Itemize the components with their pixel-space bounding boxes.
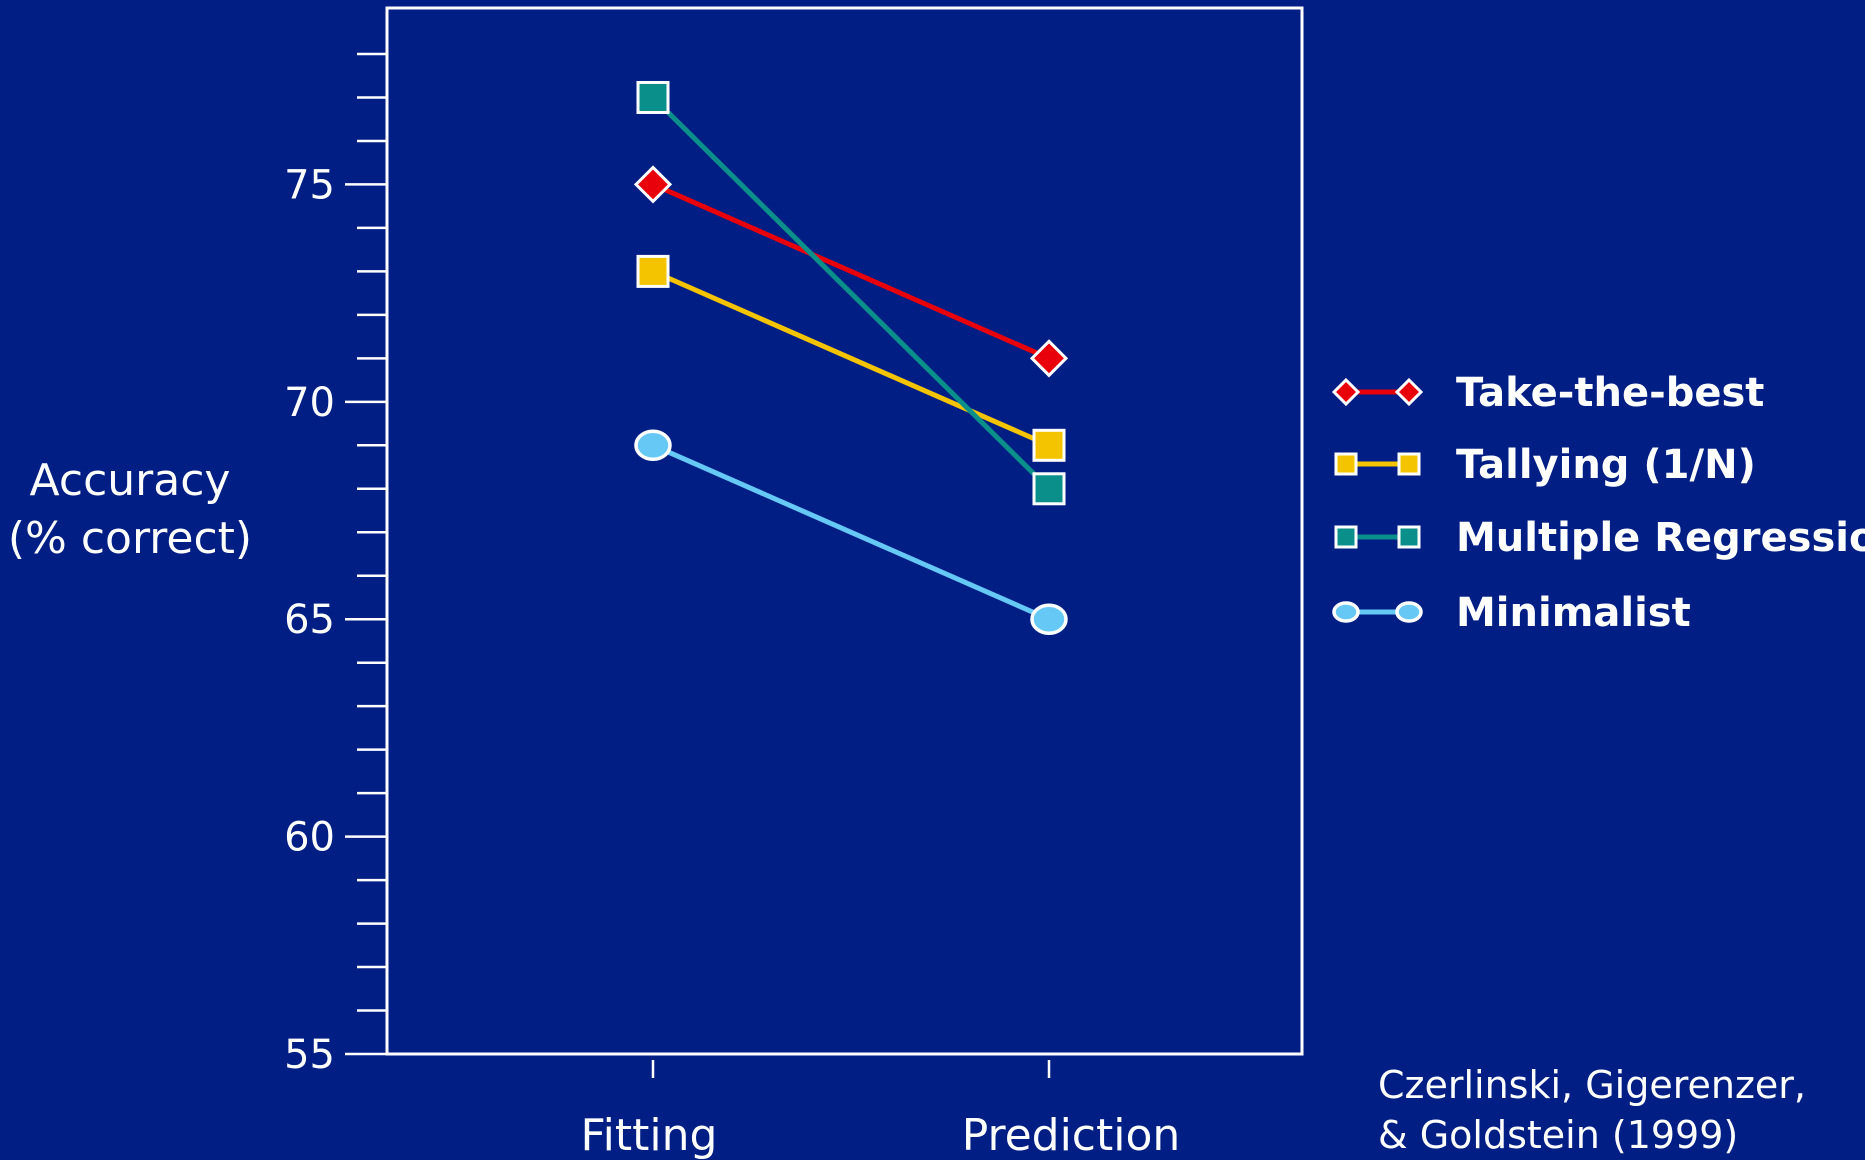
y-tick-label: 60 [284,815,335,861]
series-line [651,443,1051,622]
legend-label: Minimalist [1456,590,1691,636]
y-tick-label: 55 [284,1032,335,1078]
legend-marker [1397,525,1421,549]
legend-marker [1334,452,1358,476]
y-tick-label: 70 [284,380,335,426]
data-point [1030,603,1068,635]
series-line [651,182,1051,361]
series-line [651,269,1051,448]
y-axis-label-line2: (% correct) [8,513,252,564]
legend-label: Tallying (1/N) [1456,442,1756,488]
data-point [633,165,673,204]
legend-label: Take-the-best [1456,370,1764,416]
y-tick-label: 75 [284,162,335,208]
plot-frame [385,6,1304,1056]
legend-marker [1331,377,1361,407]
data-point [1032,472,1066,506]
data-point [634,429,672,462]
data-point [636,254,670,288]
legend-marker [1334,525,1358,549]
y-axis-label-line1: Accuracy [30,455,231,506]
citation-line1: Czerlinski, Gigerenzer, [1378,1063,1806,1107]
x-category-label: Fitting [581,1110,718,1160]
x-category-label: Prediction [962,1110,1181,1160]
citation-line2: & Goldstein (1999) [1378,1113,1738,1157]
legend-marker [1394,377,1424,407]
data-point [1032,428,1066,462]
series-line [651,95,1051,491]
y-tick-label: 65 [284,597,335,643]
data-point [1029,339,1069,378]
legend-label: Multiple Regression [1456,515,1865,561]
data-point [636,80,670,114]
legend-marker [1395,601,1423,623]
legend-marker [1397,452,1421,476]
legend-marker [1332,601,1360,623]
